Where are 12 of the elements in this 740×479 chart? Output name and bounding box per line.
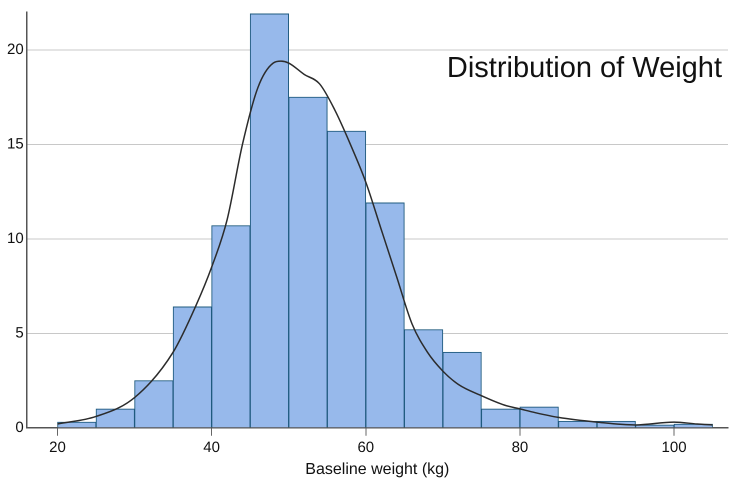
y-tick-label: 20 <box>6 40 24 58</box>
y-tick-label: 10 <box>6 230 24 247</box>
y-tick-label: 15 <box>6 135 24 152</box>
x-tick-label: 80 <box>512 438 528 456</box>
x-tick-label: 100 <box>662 438 687 456</box>
y-tick-label: 5 <box>15 324 24 342</box>
y-tick-label: 0 <box>15 418 24 436</box>
x-axis-title: Baseline weight (kg) <box>305 460 450 478</box>
x-tick-label: 40 <box>203 438 220 456</box>
x-tick-label: 20 <box>49 438 66 456</box>
text: Distribution of Weight <box>446 52 722 84</box>
x-tick-label: 60 <box>357 438 374 456</box>
